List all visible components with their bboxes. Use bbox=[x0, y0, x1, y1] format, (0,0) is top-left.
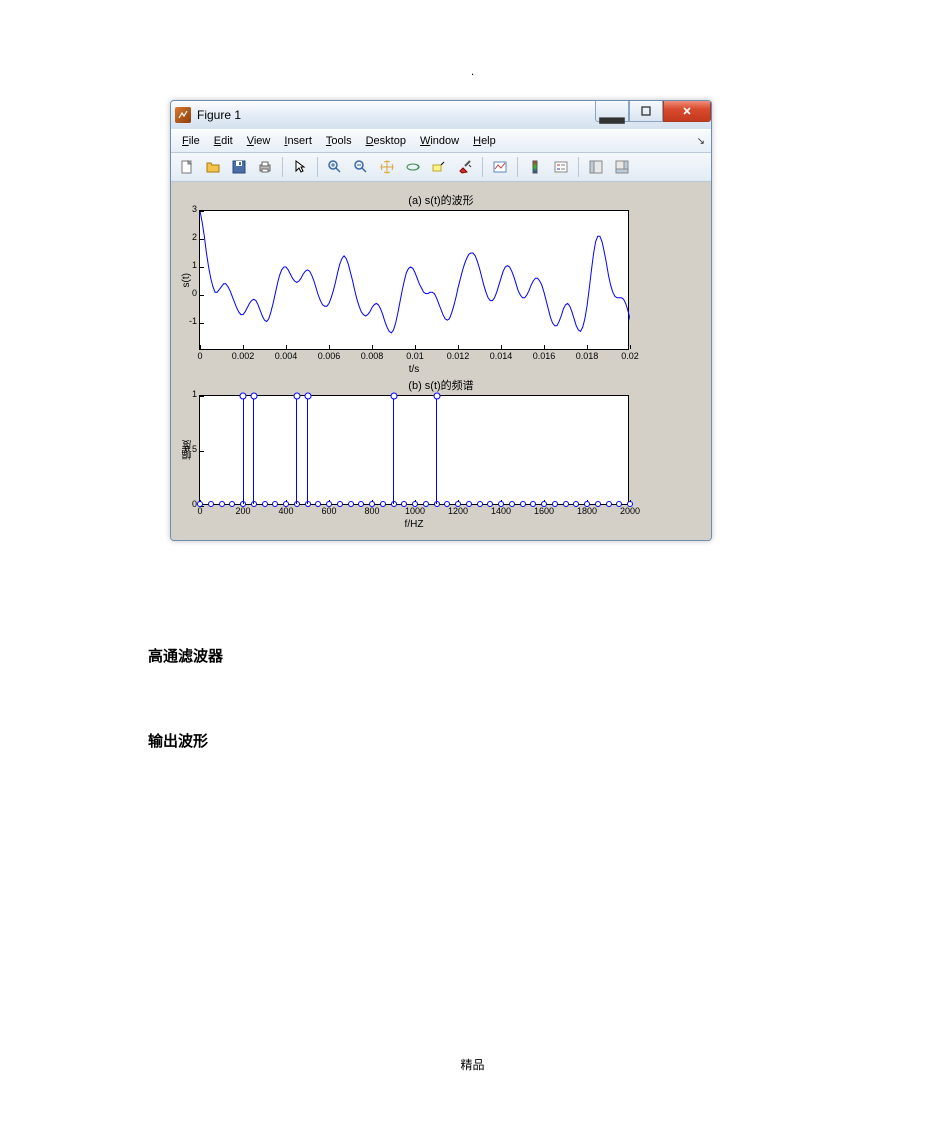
figure-toolbar bbox=[171, 153, 711, 182]
window-control-buttons bbox=[595, 101, 711, 129]
save-icon[interactable] bbox=[227, 155, 251, 179]
brush-icon[interactable] bbox=[453, 155, 477, 179]
page-footer: 精品 bbox=[460, 1056, 484, 1073]
show-plot-tools-icon[interactable] bbox=[610, 155, 634, 179]
menu-file[interactable]: File bbox=[175, 135, 207, 147]
chart-a-xlabel: t/s bbox=[199, 364, 629, 375]
menu-overflow-icon[interactable]: ↘ bbox=[697, 136, 705, 147]
zoom-in-icon[interactable] bbox=[323, 155, 347, 179]
hide-plot-tools-icon[interactable] bbox=[584, 155, 608, 179]
figure-canvas: (a) s(t)的波形 s(t) -1012300.0020.0040.0060… bbox=[171, 182, 711, 540]
chart-a-title: (a) s(t)的波形 bbox=[181, 192, 701, 208]
window-titlebar[interactable]: Figure 1 bbox=[171, 101, 711, 129]
zoom-out-icon[interactable] bbox=[349, 155, 373, 179]
toolbar-separator bbox=[282, 157, 283, 177]
menu-edit[interactable]: Edit bbox=[207, 135, 240, 147]
chart-a-row: s(t) -1012300.0020.0040.0060.0080.010.01… bbox=[181, 210, 701, 350]
rotate-3d-icon[interactable] bbox=[401, 155, 425, 179]
menu-window[interactable]: Window bbox=[413, 135, 466, 147]
chart-b-axes[interactable]: 00.5102004006008001000120014001600180020… bbox=[199, 395, 629, 505]
chart-b-row: 幅度 00.5102004006008001000120014001600180… bbox=[181, 395, 701, 505]
doc-heading-2: 输出波形 bbox=[148, 730, 208, 751]
chart-b-xlabel: f/HZ bbox=[199, 519, 629, 530]
link-data-icon[interactable] bbox=[488, 155, 512, 179]
data-cursor-icon[interactable] bbox=[427, 155, 451, 179]
menu-view[interactable]: View bbox=[240, 135, 278, 147]
menu-desktop[interactable]: Desktop bbox=[359, 135, 413, 147]
close-button[interactable] bbox=[663, 101, 711, 122]
page-top-dot: . bbox=[471, 64, 474, 78]
doc-heading-1: 高通滤波器 bbox=[148, 645, 223, 666]
pointer-icon[interactable] bbox=[288, 155, 312, 179]
chart-a-ylabel: s(t) bbox=[181, 273, 199, 287]
new-figure-icon[interactable] bbox=[175, 155, 199, 179]
chart-b-title: (b) s(t)的频谱 bbox=[181, 377, 701, 393]
print-icon[interactable] bbox=[253, 155, 277, 179]
menu-insert[interactable]: Insert bbox=[277, 135, 319, 147]
toolbar-separator bbox=[482, 157, 483, 177]
matlab-figure-window: Figure 1 File Edit View Insert Tools Des… bbox=[170, 100, 712, 541]
menu-tools[interactable]: Tools bbox=[319, 135, 359, 147]
menu-bar: File Edit View Insert Tools Desktop Wind… bbox=[171, 129, 711, 153]
window-title: Figure 1 bbox=[197, 108, 241, 122]
insert-legend-icon[interactable] bbox=[549, 155, 573, 179]
toolbar-separator bbox=[578, 157, 579, 177]
menu-help[interactable]: Help bbox=[466, 135, 503, 147]
maximize-button[interactable] bbox=[629, 101, 663, 122]
pan-icon[interactable] bbox=[375, 155, 399, 179]
toolbar-separator bbox=[517, 157, 518, 177]
insert-colorbar-icon[interactable] bbox=[523, 155, 547, 179]
open-icon[interactable] bbox=[201, 155, 225, 179]
minimize-button[interactable] bbox=[595, 101, 629, 122]
chart-a-axes[interactable]: -1012300.0020.0040.0060.0080.010.0120.01… bbox=[199, 210, 629, 350]
toolbar-separator bbox=[317, 157, 318, 177]
matlab-app-icon bbox=[175, 107, 191, 123]
